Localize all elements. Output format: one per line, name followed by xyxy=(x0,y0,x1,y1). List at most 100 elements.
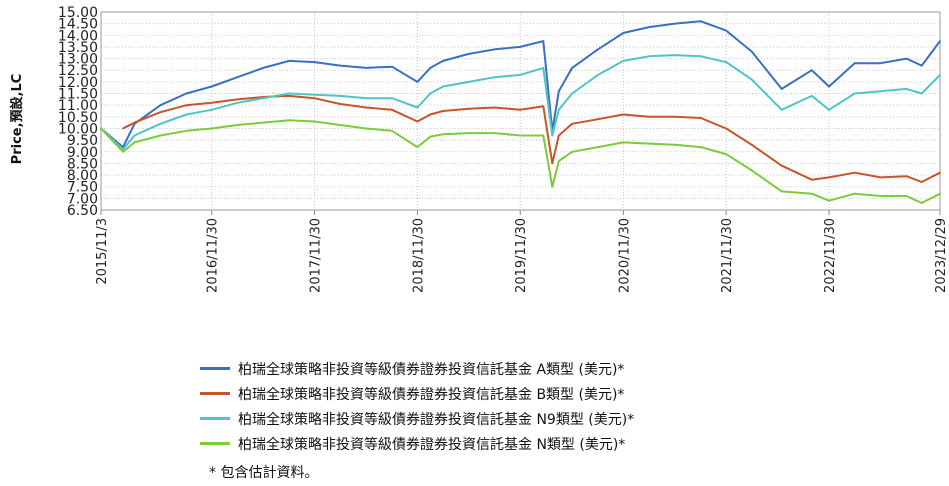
series-1-point xyxy=(597,118,599,121)
series-0-point xyxy=(725,29,728,32)
series-2-point xyxy=(493,76,496,79)
series-3-point xyxy=(313,120,316,123)
series-2-point xyxy=(622,60,625,62)
footnote: * 包含估計資料。 xyxy=(209,465,319,481)
series-3-point xyxy=(879,195,882,197)
series-3-point xyxy=(780,190,783,193)
y-tick-label: 10.00 xyxy=(58,121,98,137)
series-2-point xyxy=(920,92,923,95)
legend-item: 柏瑞全球策略非投資等級債券證券投資信託基金 N9類型 (美元)* xyxy=(200,406,634,431)
x-tick-label: 2020/11/30 xyxy=(617,218,632,293)
series-1-point xyxy=(210,101,213,104)
series-2-point xyxy=(939,73,941,76)
x-tick-label: 2018/11/30 xyxy=(411,218,426,293)
series-0-point xyxy=(828,85,830,88)
series-line-3 xyxy=(100,119,941,204)
y-tick-label: 14.00 xyxy=(58,28,98,44)
series-1-point xyxy=(750,143,753,146)
legend-swatch xyxy=(200,367,230,370)
series-3-point xyxy=(468,132,470,135)
series-0-point xyxy=(429,67,432,69)
series-0-point xyxy=(542,40,545,43)
series-0-point xyxy=(557,90,560,93)
y-tick-label: 11.50 xyxy=(58,87,98,103)
series-3-point xyxy=(750,169,753,172)
series-3-point xyxy=(542,134,545,137)
x-tick-label: 2021/11/30 xyxy=(720,218,735,293)
series-1-point xyxy=(810,178,813,181)
series-2-point xyxy=(313,93,316,96)
y-tick-label: 13.50 xyxy=(58,40,98,56)
legend-label: 柏瑞全球策略非投資等級債券證券投資信託基金 B類型 (美元)* xyxy=(238,386,625,403)
legend-item: 柏瑞全球策略非投資等級債券證券投資信託基金 N類型 (美元)* xyxy=(200,431,634,456)
y-tick-label: 10.50 xyxy=(58,110,98,126)
series-3-point xyxy=(416,146,419,149)
series-3-point xyxy=(159,134,162,137)
y-tick-label: 12.50 xyxy=(58,63,98,79)
series-3-point xyxy=(391,129,393,132)
series-0-point xyxy=(750,50,753,53)
y-tick-label: 9.00 xyxy=(67,145,98,161)
series-3-point xyxy=(519,134,522,137)
y-tick-label: 6.50 xyxy=(67,203,98,219)
series-3-point xyxy=(673,143,676,146)
plot-frame xyxy=(100,11,941,211)
series-0-point xyxy=(853,62,856,65)
series-2-point xyxy=(429,92,432,95)
x-tick-label: 2017/11/30 xyxy=(309,218,324,293)
series-0-point xyxy=(339,64,342,67)
series-3-point xyxy=(810,192,813,195)
y-tick-label: 15.00 xyxy=(58,5,98,21)
series-3-point xyxy=(699,146,702,149)
y-tick-label: 8.00 xyxy=(67,168,98,184)
series-line-0 xyxy=(100,20,941,149)
series-3-point xyxy=(725,153,728,155)
series-1-point xyxy=(673,115,676,118)
legend-item: 柏瑞全球策略非投資等級債券證券投資信託基金 A類型 (美元)* xyxy=(200,356,634,381)
series-0-point xyxy=(236,76,239,79)
series-line-1 xyxy=(122,94,941,183)
series-0-point xyxy=(262,67,265,69)
series-2-point xyxy=(442,85,444,88)
series-0-point xyxy=(288,60,291,62)
series-0-point xyxy=(699,20,702,23)
series-0-point xyxy=(780,87,783,90)
series-1-point xyxy=(622,113,625,116)
y-tick-label: 9.50 xyxy=(67,133,98,149)
series-lines xyxy=(100,20,941,204)
series-1-point xyxy=(557,134,560,137)
series-2-point xyxy=(133,134,136,137)
series-3-point xyxy=(365,127,368,130)
legend-label: 柏瑞全球策略非投資等級債券證券投資信託基金 N9類型 (美元)* xyxy=(238,411,635,428)
series-0-point xyxy=(468,53,470,55)
series-3-point xyxy=(920,202,923,204)
series-1-point xyxy=(493,106,496,109)
y-tick-label: 12.00 xyxy=(58,75,98,91)
y-tick-label: 13.00 xyxy=(58,52,98,68)
series-1-point xyxy=(542,105,545,108)
y-axis-label: Price,預設,LC xyxy=(9,74,25,165)
series-2-point xyxy=(288,92,291,95)
series-0-point xyxy=(879,62,882,65)
series-3-point xyxy=(939,192,941,195)
series-0-point xyxy=(519,46,522,48)
x-tick-label: 2016/11/30 xyxy=(206,218,221,293)
series-3-point xyxy=(828,199,830,202)
series-2-point xyxy=(185,113,188,116)
series-1-point xyxy=(288,94,291,97)
series-0-point xyxy=(313,61,316,63)
series-1-point xyxy=(429,113,432,116)
series-2-point xyxy=(262,97,265,100)
series-1-point xyxy=(133,121,136,124)
series-0-point xyxy=(673,22,676,25)
series-3-point xyxy=(429,135,432,138)
series-0-point xyxy=(159,104,162,107)
series-3-point xyxy=(493,132,496,135)
series-3-point xyxy=(100,127,102,130)
series-0-point xyxy=(391,65,393,68)
series-2-point xyxy=(557,108,560,111)
series-2-point xyxy=(551,134,554,137)
series-3-point xyxy=(236,124,239,126)
series-2-point xyxy=(810,94,813,97)
